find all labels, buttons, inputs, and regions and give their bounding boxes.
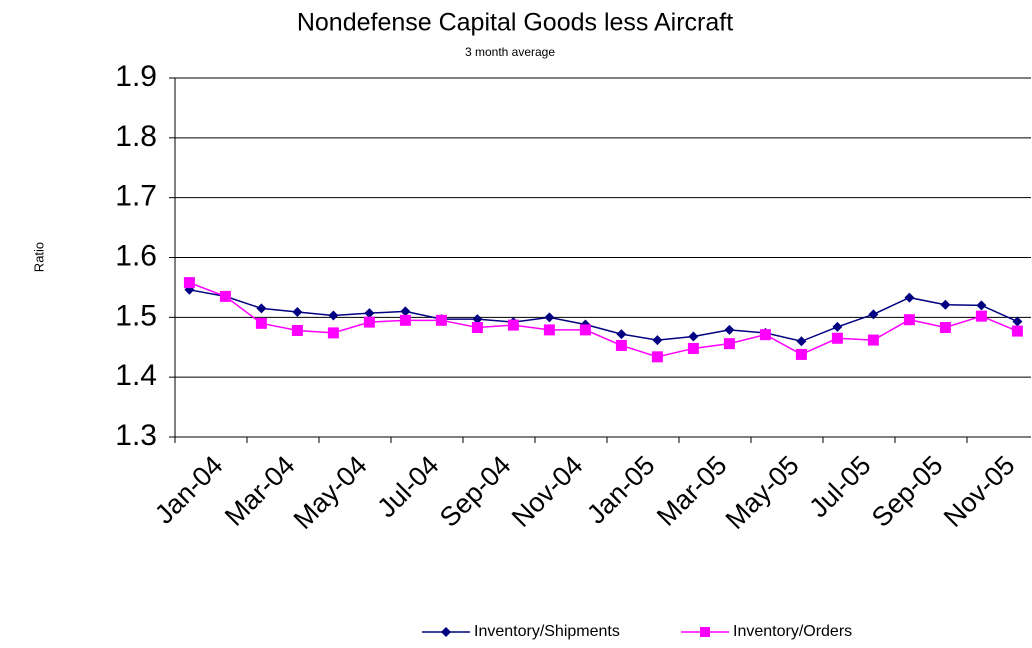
series-line — [189, 281, 1018, 358]
data-point — [255, 317, 267, 329]
data-point — [651, 351, 663, 363]
data-point — [256, 303, 267, 314]
data-point — [471, 322, 483, 334]
data-point — [723, 338, 735, 350]
data-point — [219, 290, 231, 302]
data-point — [615, 339, 627, 351]
data-point — [327, 327, 339, 339]
data-point — [544, 312, 555, 323]
series-line — [189, 289, 1018, 343]
data-point — [832, 321, 843, 332]
data-point — [904, 292, 915, 303]
y-tick-label: 1.5 — [115, 299, 157, 332]
data-point — [291, 324, 303, 336]
data-point — [364, 308, 375, 319]
data-point — [688, 331, 699, 342]
data-point — [328, 310, 339, 321]
data-point — [183, 277, 195, 289]
data-point — [543, 324, 555, 336]
data-point — [868, 309, 879, 320]
data-point — [652, 335, 663, 346]
legend-marker — [700, 627, 710, 637]
data-point — [1011, 325, 1023, 337]
x-tick-label: Mar-05 — [651, 450, 733, 532]
data-point — [616, 329, 627, 340]
legend-label: Inventory/Shipments — [474, 623, 620, 640]
y-tick-label: 1.7 — [115, 180, 157, 213]
data-point — [939, 322, 951, 334]
data-point — [940, 299, 951, 310]
x-tick-label: Nov-05 — [938, 450, 1021, 533]
y-tick-label: 1.3 — [115, 419, 157, 452]
y-tick-label: 1.4 — [115, 359, 157, 392]
x-tick-label: Nov-04 — [506, 450, 589, 533]
y-tick-label: 1.6 — [115, 239, 157, 272]
x-tick-label: Mar-04 — [219, 450, 301, 532]
y-tick-label: 1.9 — [115, 60, 157, 93]
chart-subtitle: 3 month average — [465, 45, 555, 59]
data-point — [363, 316, 375, 328]
data-point — [1012, 316, 1023, 327]
x-tick-label: Jan-04 — [149, 450, 229, 530]
data-point — [472, 314, 483, 325]
x-tick-label: May-04 — [288, 450, 373, 535]
data-point — [831, 332, 843, 344]
data-point — [975, 310, 987, 322]
data-point — [796, 336, 807, 347]
data-point — [976, 300, 987, 311]
data-point — [579, 324, 591, 336]
data-point — [399, 314, 411, 326]
chart-title: Nondefense Capital Goods less Aircraft — [297, 9, 733, 37]
data-point — [795, 348, 807, 360]
x-tick-label: Sep-04 — [434, 450, 517, 533]
data-point — [903, 314, 915, 326]
x-tick-label: May-05 — [720, 450, 805, 535]
data-point — [435, 314, 447, 326]
data-point — [507, 319, 519, 331]
data-point — [759, 329, 771, 341]
x-tick-label: Sep-05 — [866, 450, 949, 533]
legend-marker — [441, 627, 451, 637]
data-point — [400, 306, 411, 317]
data-point — [867, 334, 879, 346]
data-point — [292, 306, 303, 317]
data-point — [687, 342, 699, 354]
legend-label: Inventory/Orders — [733, 623, 852, 640]
data-point — [724, 324, 735, 335]
y-tick-label: 1.8 — [115, 120, 157, 153]
y-axis-label: Ratio — [31, 242, 46, 272]
x-tick-label: Jan-05 — [581, 450, 661, 530]
